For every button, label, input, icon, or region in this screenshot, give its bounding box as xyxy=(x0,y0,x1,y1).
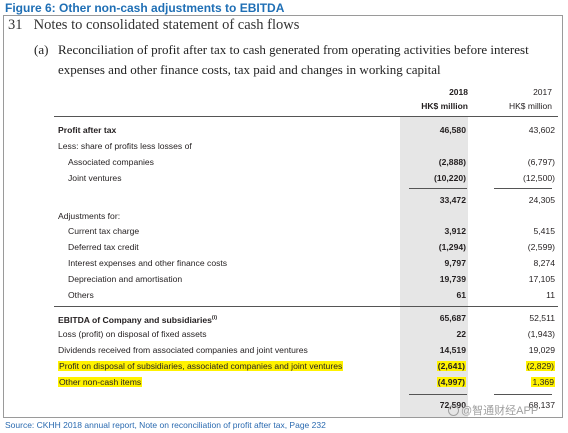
highlighted-label: Other non-cash items xyxy=(58,377,143,387)
column-header-2018-year: 2018 xyxy=(449,87,468,97)
column-header-2017-year: 2017 xyxy=(533,87,552,97)
table-row: Profit after tax 46,580 43,602 xyxy=(58,125,555,135)
column-header-2018-unit: HK$ million xyxy=(421,101,468,111)
document-excerpt: 31 Notes to consolidated statement of ca… xyxy=(3,15,563,418)
header-rule xyxy=(54,116,558,117)
highlighted-value-2017: 1,369 xyxy=(531,377,555,387)
watermark-logo-icon xyxy=(448,405,459,416)
table-row: Less: share of profits less losses of xyxy=(58,141,192,151)
section-rule xyxy=(54,306,558,307)
section-heading: (a) Reconciliation of profit after tax t… xyxy=(34,40,562,80)
table-row: Current tax charge 3,912 5,415 xyxy=(68,226,555,236)
note-title: Notes to consolidated statement of cash … xyxy=(33,17,300,33)
table-row-ebitda: EBITDA of Company and subsidiaries(i) 65,… xyxy=(58,313,555,325)
table-row: Adjustments for: xyxy=(58,211,121,221)
table-row: Others 61 11 xyxy=(68,290,555,300)
table-row: 33,472 24,305 xyxy=(439,195,555,205)
table-row: Interest expenses and other finance cost… xyxy=(68,258,555,268)
table-row: Dividends received from associated compa… xyxy=(58,345,555,355)
section-letter: (a) xyxy=(34,42,49,57)
note-number: 31 xyxy=(8,17,23,33)
column-header-2017-unit: HK$ million xyxy=(509,101,552,111)
subtotal-rule-2018 xyxy=(409,188,467,189)
subtotal-rule-2017 xyxy=(494,188,552,189)
highlighted-value-2018: (2,641) xyxy=(436,361,466,371)
table-row: Loss (profit) on disposal of fixed asset… xyxy=(58,329,555,339)
section-title: Reconciliation of profit after tax to ca… xyxy=(58,42,529,77)
table-row: Associated companies (2,888) (6,797) xyxy=(68,157,555,167)
figure-title: Figure 6: Other non-cash adjustments to … xyxy=(5,1,285,15)
table-row: Depreciation and amortisation 19,739 17,10… xyxy=(68,274,555,284)
highlighted-value-2017: (2,829) xyxy=(525,361,555,371)
watermark: @智通财经APP xyxy=(448,402,538,418)
table-row: Joint ventures (10,220) (12,500) xyxy=(68,173,555,183)
highlighted-label: Profit on disposal of subsidiaries, asso… xyxy=(58,361,344,371)
table-row-highlighted: Other non-cash items (4,997) 1,369 xyxy=(4,375,562,390)
table-row-highlighted: Profit on disposal of subsidiaries, asso… xyxy=(4,359,562,374)
total-rule-2017 xyxy=(494,394,552,395)
total-rule-2018 xyxy=(409,394,467,395)
highlighted-value-2018: (4,997) xyxy=(436,377,466,387)
note-header: 31 Notes to consolidated statement of ca… xyxy=(8,17,299,34)
source-note: Source: CKHH 2018 annual report, Note on… xyxy=(5,420,326,430)
table-row: Deferred tax credit (1,294) (2,599) xyxy=(68,242,555,252)
